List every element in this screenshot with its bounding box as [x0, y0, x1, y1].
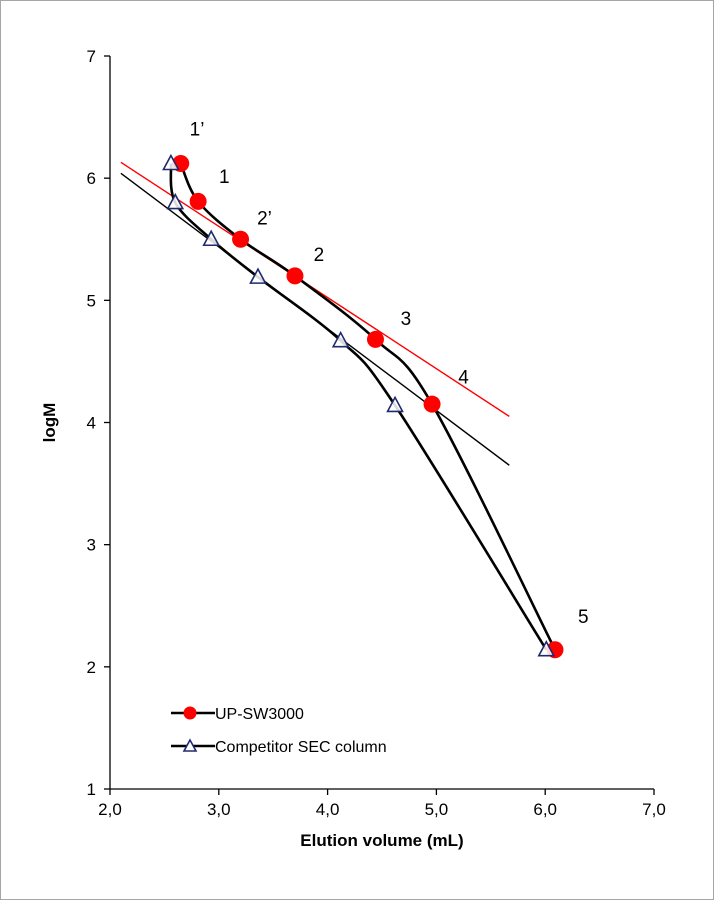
x-axis-title: Elution volume (mL) [300, 831, 463, 850]
point-label: 1 [219, 167, 230, 188]
x-tick-label: 5,0 [425, 800, 449, 819]
legend-marker-competitor [182, 738, 198, 752]
y-tick-label: 3 [87, 536, 96, 555]
y-tick-label: 7 [87, 47, 96, 66]
x-tick-label: 7,0 [642, 800, 666, 819]
triangle-marker [162, 153, 180, 171]
series-curve-0 [179, 162, 557, 651]
point-label: 4 [458, 367, 469, 388]
legend-label-up-sw3000: UP-SW3000 [215, 706, 304, 723]
triangle-marker [331, 330, 350, 348]
legend-label-competitor: Competitor SEC column [215, 739, 387, 756]
point-annotations: 1’ 1 2’ 2 3 4 5 [190, 119, 589, 627]
x-tick-label: 6,0 [533, 800, 557, 819]
circle-marker [366, 330, 384, 348]
y-tick-label: 2 [87, 658, 96, 677]
axes: 2,0 3,0 4,0 5,0 6,0 7,0 1 2 3 4 5 6 7 [87, 47, 666, 819]
point-label: 2 [314, 245, 325, 266]
data-markers [162, 153, 564, 659]
triangle-marker [386, 395, 404, 413]
triangle-marker [249, 267, 267, 284]
series-curve-1 [169, 163, 548, 651]
y-tick-label: 1 [87, 780, 96, 799]
x-tick-label: 2,0 [98, 800, 122, 819]
x-tick-label: 3,0 [207, 800, 231, 819]
triangle-marker [202, 229, 221, 247]
triangle-marker [166, 192, 185, 210]
point-label: 3 [401, 309, 412, 330]
y-tick-label: 4 [87, 414, 96, 433]
circle-marker [423, 395, 441, 413]
circle-marker [189, 192, 207, 210]
point-label: 5 [578, 607, 589, 628]
connecting-curves [169, 162, 557, 651]
legend: UP-SW3000 Competitor SEC column [171, 706, 387, 756]
legend-marker-up-sw3000 [183, 706, 197, 720]
triangle-marker [537, 640, 556, 657]
x-tick-label: 4,0 [316, 800, 340, 819]
y-axis-title: logM [40, 403, 59, 443]
point-label: 1’ [190, 119, 205, 140]
y-tick-label: 5 [87, 291, 96, 310]
point-label: 2’ [257, 209, 272, 230]
circle-marker [232, 230, 250, 248]
circle-marker [286, 267, 304, 285]
y-tick-label: 6 [87, 169, 96, 188]
